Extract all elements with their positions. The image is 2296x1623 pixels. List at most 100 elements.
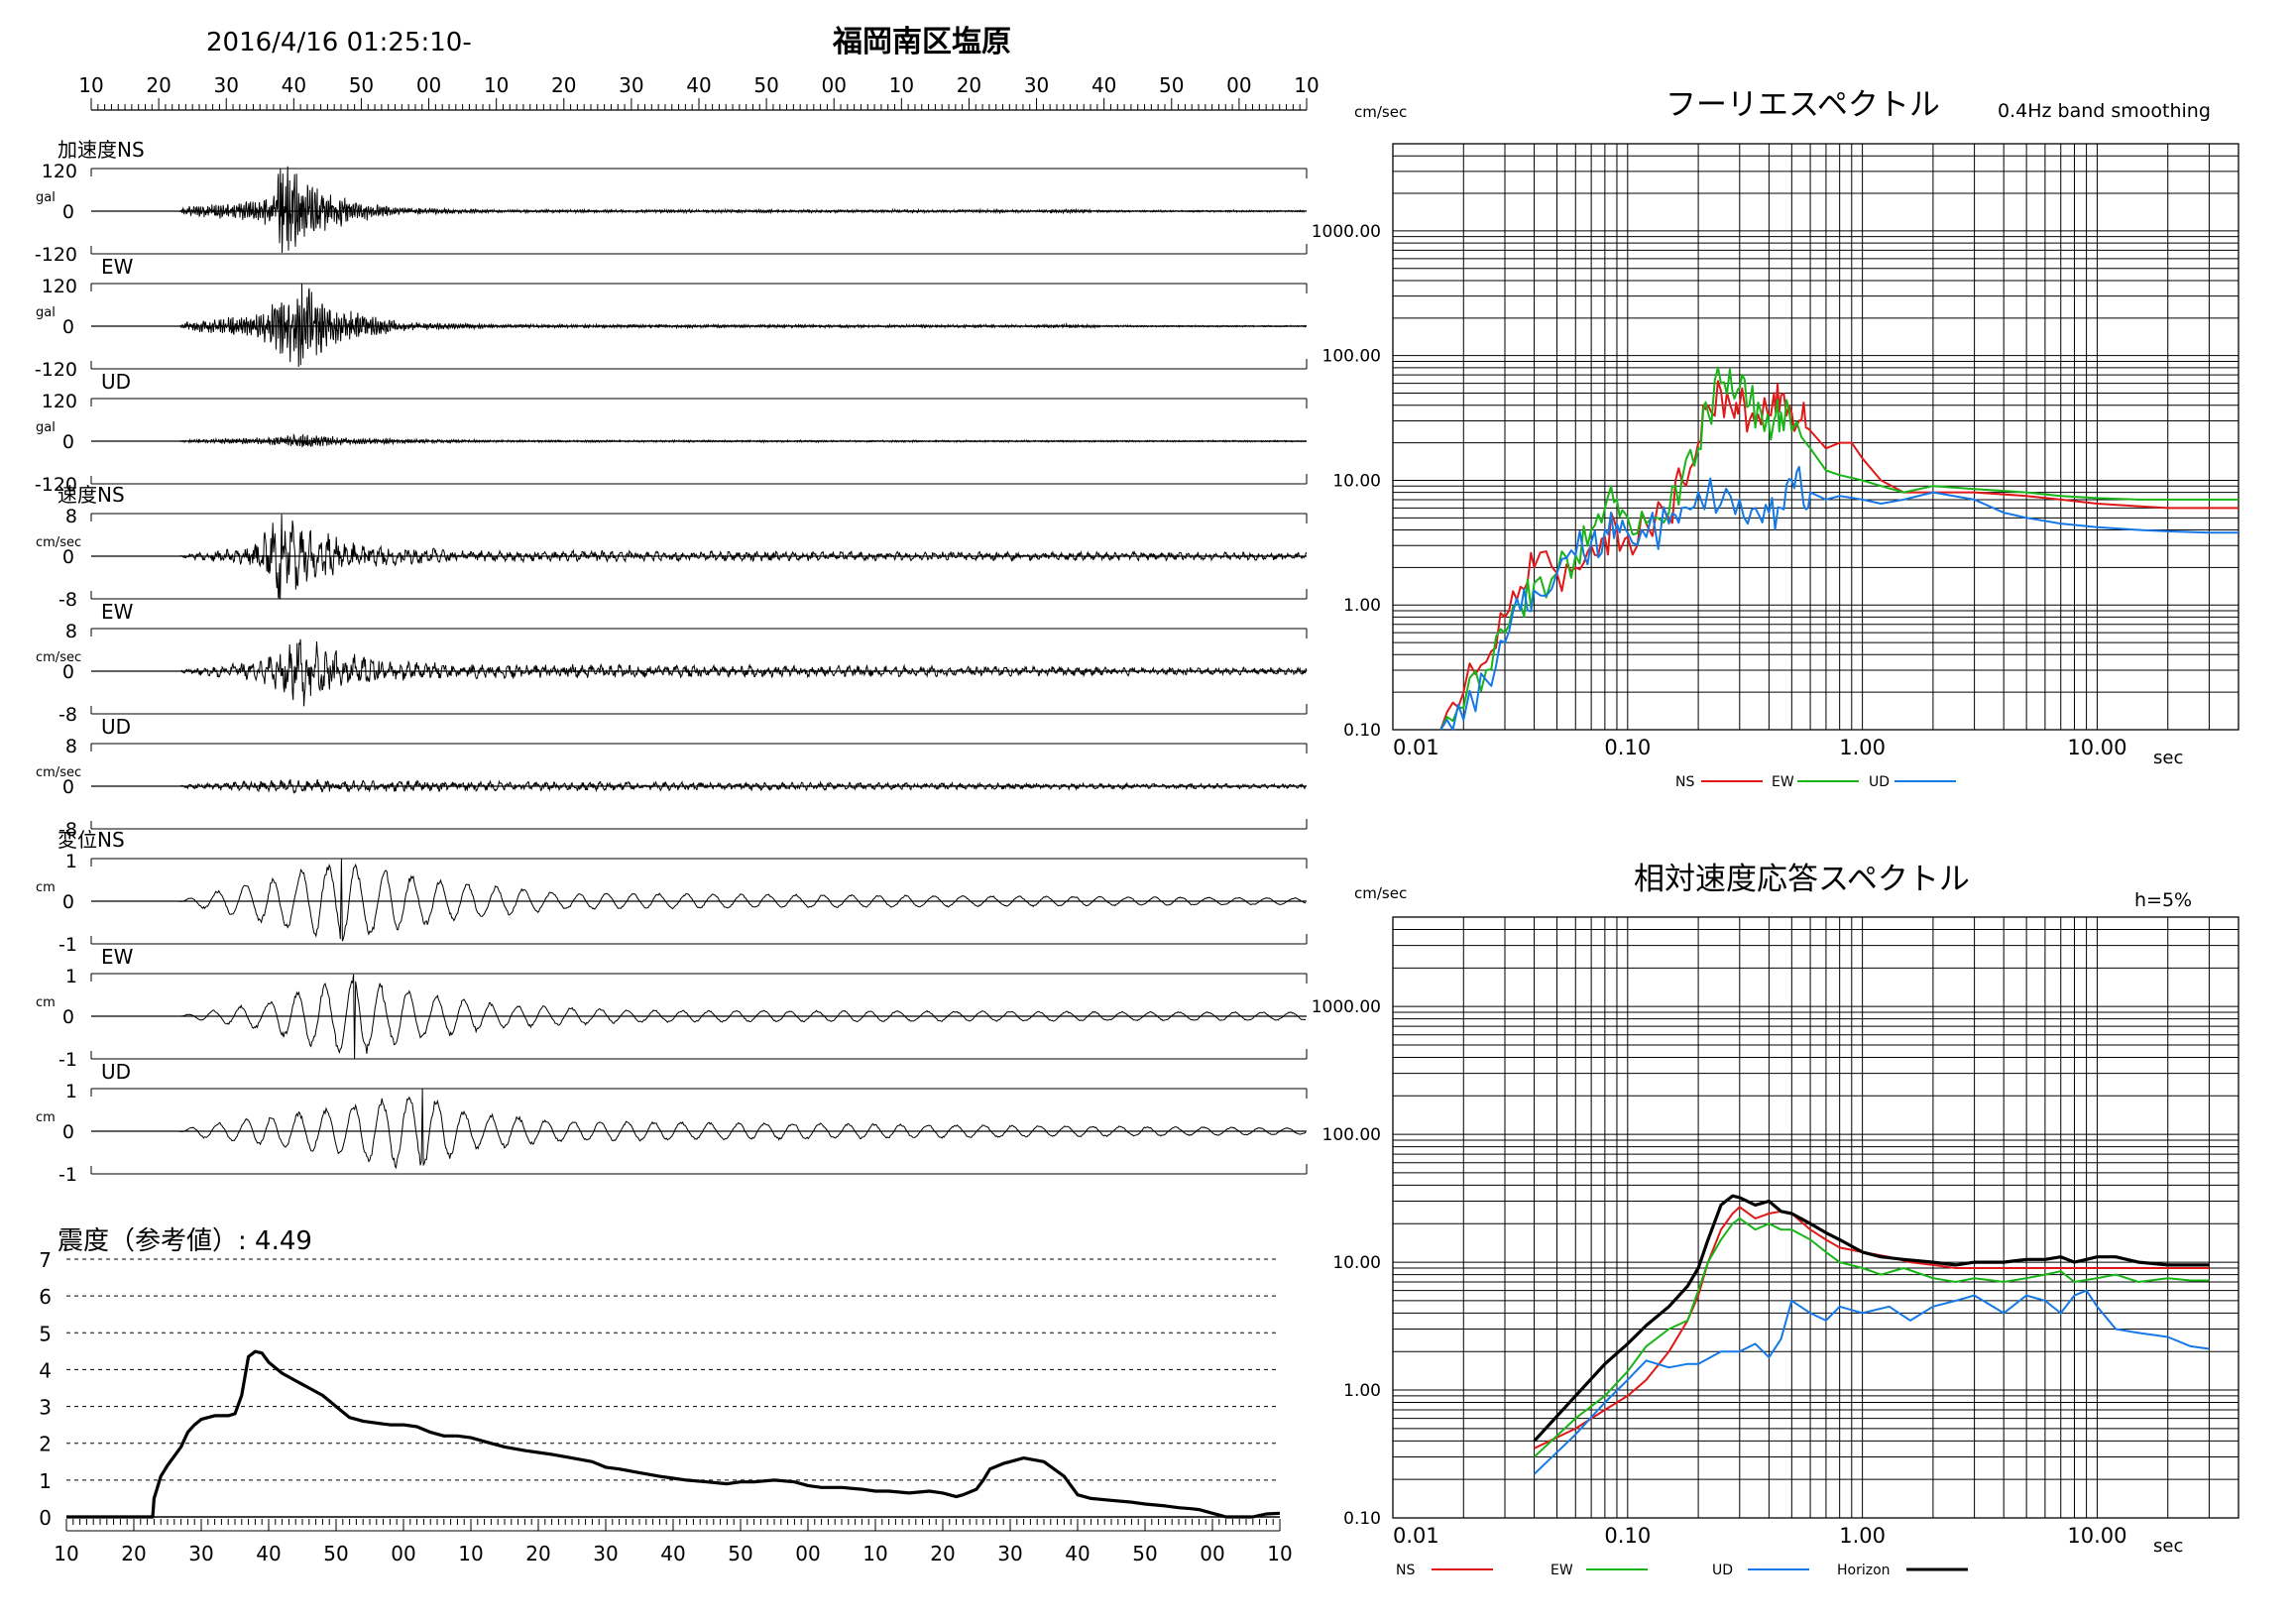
fourier-y-unit: cm/sec bbox=[1354, 103, 1407, 121]
time-axis-tick-label: 50 bbox=[1159, 73, 1184, 97]
x-tick-label: 0.01 bbox=[1393, 736, 1439, 759]
response-title: 相対速度応答スペクトル bbox=[1634, 862, 1970, 897]
series-line-ud bbox=[1533, 1289, 2210, 1475]
intensity-x-tick-label: 00 bbox=[1200, 1542, 1224, 1565]
y-tick-label: 8 bbox=[65, 506, 77, 527]
y-tick-label: 0 bbox=[62, 431, 74, 453]
intensity-x-tick-label: 10 bbox=[1267, 1542, 1292, 1565]
y-tick-label: 1.00 bbox=[1343, 596, 1381, 616]
y-unit-label: cm/sec bbox=[36, 650, 81, 665]
waveform-panels: 加速度 NS1200-120galEW1200-120galUD1200-120g… bbox=[35, 138, 1308, 1186]
y-tick-label: -1 bbox=[58, 934, 77, 956]
waveform-panel-displacement-ns: 変位 NS 1 0 -1 cm bbox=[36, 828, 1308, 956]
component-label: UD bbox=[101, 715, 131, 739]
y-unit-label: cm/sec bbox=[36, 535, 81, 550]
y-tick-label: 8 bbox=[65, 621, 77, 642]
component-label: NS bbox=[97, 483, 125, 507]
series-line-ud bbox=[1439, 465, 2239, 731]
waveform-group-title: 速度 bbox=[57, 483, 97, 507]
time-axis-tick-label: 00 bbox=[416, 73, 441, 97]
y-tick-label: -120 bbox=[35, 244, 77, 266]
y-unit-label: gal bbox=[36, 305, 56, 320]
y-tick-label: 0 bbox=[62, 661, 74, 683]
y-tick-label: -120 bbox=[35, 474, 77, 496]
waveform-panel-acceleration-ew: EW 120 0 -120 gal bbox=[35, 255, 1308, 381]
intensity-y-tick-label: 3 bbox=[39, 1396, 52, 1420]
series-line-ns bbox=[1534, 1206, 2210, 1449]
y-unit-label: cm bbox=[36, 995, 56, 1010]
y-tick-label: 100.00 bbox=[1322, 1125, 1381, 1145]
response-y-unit: cm/sec bbox=[1354, 884, 1407, 902]
intensity-y-tick-label: 1 bbox=[39, 1469, 52, 1493]
y-tick-label: 120 bbox=[42, 161, 77, 182]
waveform-trace bbox=[91, 974, 1307, 1060]
waveform-trace bbox=[91, 778, 1308, 795]
x-tick-label: 0.10 bbox=[1604, 1524, 1651, 1548]
series-line-ns bbox=[1439, 380, 2239, 731]
x-tick-label: 10.00 bbox=[2067, 1524, 2126, 1548]
waveform-panel-velocity-ns: 速度 NS 8 0 -8 cm/sec bbox=[36, 483, 1308, 611]
waveform-trace bbox=[91, 514, 1308, 600]
waveform-panel-acceleration-ns: 加速度 NS 120 0 -120 gal bbox=[35, 138, 1308, 266]
intensity-x-tick-label: 20 bbox=[525, 1542, 550, 1565]
component-label: EW bbox=[101, 255, 134, 279]
component-label: NS bbox=[97, 828, 125, 852]
x-unit-label: sec bbox=[2153, 1536, 2183, 1557]
y-tick-label: 8 bbox=[65, 736, 77, 757]
y-tick-label: 0 bbox=[62, 1006, 74, 1028]
waveform-panel-acceleration-ud: UD 120 0 -120 gal bbox=[35, 370, 1308, 496]
legend-label: EW bbox=[1772, 774, 1794, 790]
intensity-x-tick-label: 50 bbox=[1132, 1542, 1157, 1565]
y-tick-label: -120 bbox=[35, 359, 77, 381]
intensity-x-tick-label: 50 bbox=[323, 1542, 348, 1565]
time-axis-tick-label: 50 bbox=[753, 73, 778, 97]
series-line-ew bbox=[1533, 1217, 2210, 1458]
y-tick-label: 10.00 bbox=[1332, 1253, 1381, 1273]
time-axis-tick-label: 50 bbox=[349, 73, 374, 97]
legend-label: NS bbox=[1675, 774, 1694, 790]
intensity-x-tick-label: 20 bbox=[121, 1542, 146, 1565]
intensity-x-tick-label: 20 bbox=[930, 1542, 955, 1565]
y-tick-label: 0.10 bbox=[1343, 721, 1381, 741]
waveform-panel-displacement-ew: EW 1 0 -1 cm bbox=[36, 945, 1308, 1071]
legend-label: NS bbox=[1396, 1563, 1415, 1578]
intensity-x-tick-label: 50 bbox=[728, 1542, 752, 1565]
y-tick-label: 1 bbox=[65, 966, 77, 987]
y-tick-label: 0 bbox=[62, 891, 74, 913]
y-tick-label: 0 bbox=[62, 776, 74, 798]
time-axis-tick-label: 40 bbox=[282, 73, 306, 97]
y-tick-label: 1.00 bbox=[1343, 1381, 1381, 1401]
time-axis-tick-label: 20 bbox=[957, 73, 981, 97]
y-unit-label: cm bbox=[36, 1110, 56, 1125]
y-tick-label: 1000.00 bbox=[1312, 222, 1381, 242]
record-datetime: 2016/4/16 01:25:10- bbox=[206, 28, 472, 58]
fourier-smoothing: 0.4Hz band smoothing bbox=[1998, 100, 2211, 122]
y-tick-label: 1 bbox=[65, 851, 77, 872]
waveform-trace bbox=[91, 1089, 1307, 1170]
x-tick-label: 0.01 bbox=[1393, 1524, 1439, 1548]
fourier-spectrum-chart: 0.10 1.00 10.00 100.00 1000.00 0.01 0.10 1.00 10… bbox=[1312, 143, 2239, 790]
waveform-panel-velocity-ud: UD 8 0 -8 cm/sec bbox=[36, 715, 1308, 841]
y-unit-label: cm/sec bbox=[36, 765, 81, 780]
time-axis-tick-label: 20 bbox=[551, 73, 576, 97]
y-tick-label: 0 bbox=[62, 316, 74, 338]
intensity-x-tick-label: 40 bbox=[1065, 1542, 1090, 1565]
intensity-line bbox=[66, 1349, 1281, 1519]
intensity-x-tick-label: 40 bbox=[256, 1542, 281, 1565]
legend-label: Horizon bbox=[1837, 1563, 1891, 1578]
time-axis-tick-label: 10 bbox=[78, 73, 103, 97]
waveform-panel-displacement-ud: UD 1 0 -1 cm bbox=[36, 1060, 1308, 1186]
intensity-y-tick-label: 0 bbox=[39, 1506, 52, 1530]
time-axis-tick-label: 10 bbox=[484, 73, 509, 97]
intensity-x-tick-label: 30 bbox=[997, 1542, 1022, 1565]
x-tick-label: 1.00 bbox=[1839, 736, 1886, 759]
y-tick-label: 1000.00 bbox=[1312, 997, 1381, 1017]
component-label: UD bbox=[101, 1060, 131, 1084]
legend-label: UD bbox=[1712, 1563, 1733, 1578]
intensity-x-tick-label: 10 bbox=[458, 1542, 483, 1565]
waveform-panel-velocity-ew: EW 8 0 -8 cm/sec bbox=[36, 600, 1308, 726]
x-tick-label: 10.00 bbox=[2067, 736, 2126, 759]
x-tick-label: 1.00 bbox=[1839, 1524, 1886, 1548]
waveform-trace bbox=[91, 283, 1307, 368]
y-tick-label: -8 bbox=[58, 819, 77, 841]
